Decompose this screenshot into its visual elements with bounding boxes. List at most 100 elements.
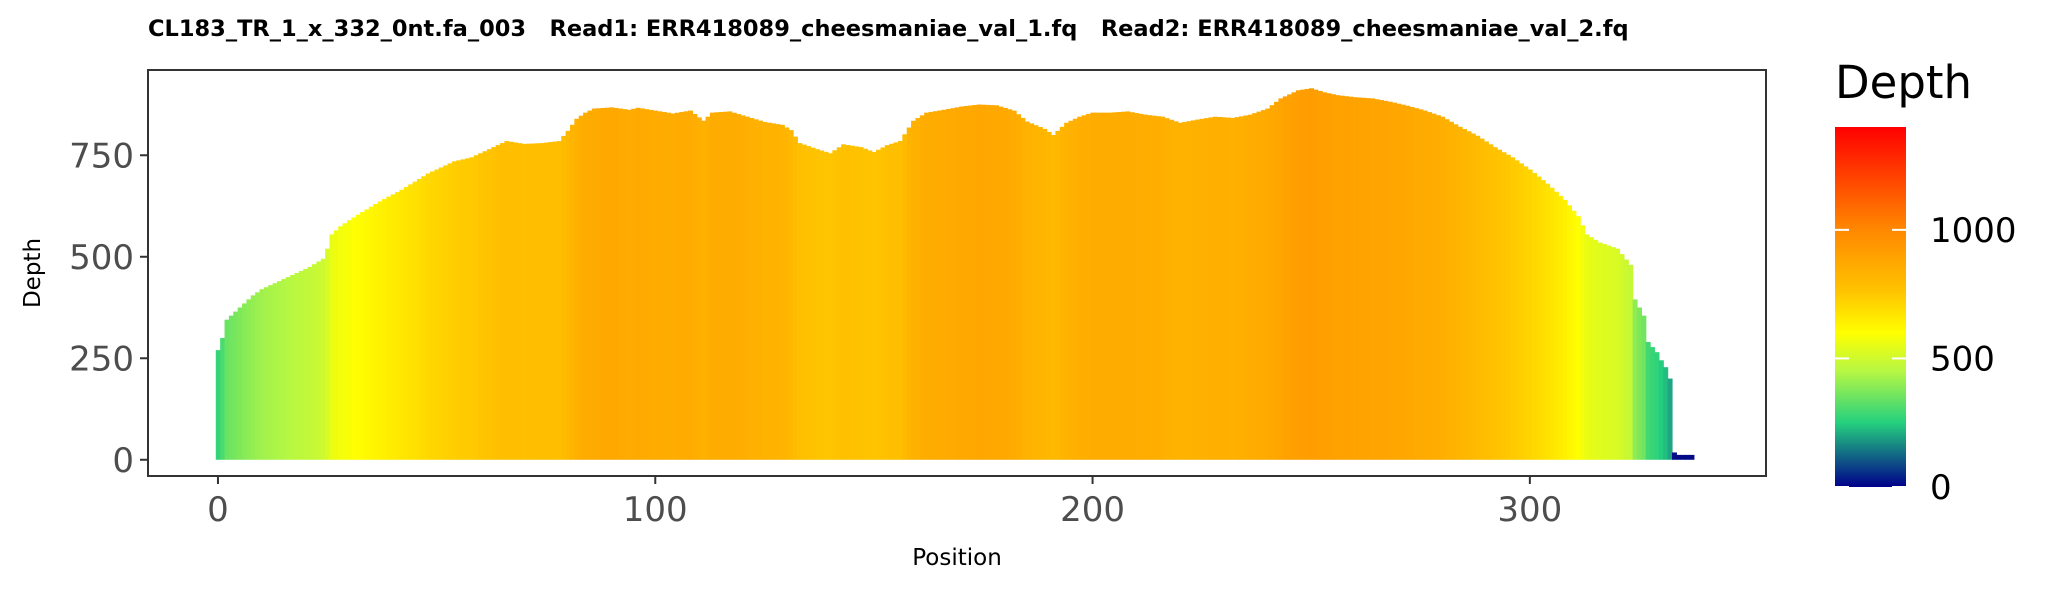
coverage-bar <box>1387 101 1393 460</box>
coverage-bar <box>1007 109 1013 460</box>
coverage-bar <box>596 108 602 460</box>
coverage-bar <box>338 226 344 460</box>
coverage-bar <box>1125 111 1131 460</box>
coverage-bar <box>819 150 825 460</box>
coverage-bar <box>876 149 882 460</box>
coverage-bar <box>1287 94 1293 460</box>
coverage-bar <box>753 119 759 460</box>
coverage-bar <box>1448 121 1454 460</box>
coverage-bar <box>1239 116 1245 460</box>
coverage-bar <box>1365 98 1371 460</box>
coverage-bar <box>1632 299 1638 460</box>
coverage-bar <box>1129 112 1135 460</box>
coverage-bar <box>1155 116 1161 460</box>
coverage-bar <box>985 104 991 460</box>
coverage-bar <box>937 110 943 460</box>
coverage-bar <box>1501 152 1507 460</box>
coverage-bar <box>1505 154 1511 460</box>
coverage-bar <box>731 112 737 460</box>
coverage-bar <box>1173 121 1179 460</box>
coverage-bar <box>530 143 536 460</box>
coverage-bar <box>871 152 877 460</box>
coverage-bar <box>1641 315 1647 460</box>
coverage-bar <box>303 268 309 460</box>
coverage-bar <box>443 165 449 460</box>
coverage-bar <box>1335 95 1341 460</box>
coverage-bar <box>972 105 978 460</box>
coverage-bar <box>911 120 917 460</box>
coverage-bar <box>981 104 987 460</box>
coverage-bar <box>290 275 296 460</box>
coverage-bar <box>1204 118 1210 460</box>
coverage-bar <box>1182 121 1188 460</box>
coverage-bar <box>543 142 549 460</box>
coverage-bar <box>1330 94 1336 460</box>
coverage-bar <box>421 176 427 460</box>
coverage-bar <box>482 151 488 460</box>
coverage-bar <box>749 118 755 460</box>
coverage-bar <box>692 113 698 460</box>
coverage-bar <box>1269 105 1275 460</box>
y-tick-label: 750 <box>69 136 134 176</box>
coverage-bar <box>1051 134 1056 460</box>
coverage-bar <box>1370 98 1376 460</box>
coverage-bar <box>727 111 733 460</box>
coverage-bar <box>469 157 475 460</box>
coverage-bar <box>1195 119 1201 460</box>
coverage-bar <box>504 141 510 460</box>
coverage-bar <box>539 143 545 460</box>
coverage-bar <box>1479 138 1485 460</box>
coverage-bar <box>762 121 768 460</box>
coverage-bar <box>228 315 234 460</box>
coverage-bar <box>1024 121 1030 460</box>
coverage-bar <box>889 143 895 460</box>
coverage-bar <box>1453 124 1459 460</box>
coverage-bar <box>1064 122 1070 460</box>
coverage-bar <box>1086 113 1091 460</box>
coverage-bar <box>1361 97 1367 460</box>
coverage-bar <box>1177 122 1183 460</box>
coverage-bar <box>1212 116 1218 460</box>
coverage-bar <box>723 111 729 460</box>
x-axis-title: Position <box>912 545 1002 571</box>
coverage-bar <box>346 220 352 460</box>
coverage-bar <box>224 319 230 460</box>
coverage-bar <box>1042 128 1048 460</box>
y-tick-label: 250 <box>69 339 134 379</box>
coverage-bar <box>1532 173 1538 460</box>
coverage-bar <box>639 108 645 460</box>
coverage-bar <box>1029 123 1035 460</box>
coverage-bar <box>342 223 348 460</box>
coverage-bar <box>1475 135 1481 460</box>
coverage-bar <box>1230 117 1236 460</box>
coverage-bar <box>806 146 812 460</box>
coverage-bar <box>373 203 379 460</box>
coverage-bar <box>701 120 707 460</box>
coverage-bar <box>1103 112 1109 460</box>
coverage-bar <box>967 105 973 460</box>
coverage-bar <box>1186 121 1192 460</box>
coverage-bar <box>1606 245 1612 460</box>
coverage-bar <box>237 307 243 460</box>
coverage-bar <box>1190 120 1196 460</box>
coverage-bars <box>215 88 1695 460</box>
legend-ticks: 0 500 1000 <box>1835 211 2017 508</box>
coverage-bar <box>862 148 868 460</box>
coverage-bar <box>714 112 720 460</box>
coverage-bar <box>272 283 278 460</box>
coverage-bar <box>1514 160 1520 460</box>
coverage-bar <box>1313 89 1319 460</box>
coverage-bar <box>465 158 471 460</box>
coverage-bar <box>500 143 505 460</box>
coverage-bar <box>679 112 685 460</box>
coverage-bar <box>1602 244 1607 460</box>
coverage-bar <box>526 143 532 460</box>
legend-tick-label: 1000 <box>1930 211 2017 251</box>
coverage-bar <box>1545 183 1551 460</box>
coverage-bar <box>801 144 807 460</box>
x-tick-label: 100 <box>623 490 688 530</box>
coverage-bar <box>583 112 589 460</box>
coverage-bar <box>1309 88 1314 460</box>
coverage-bar <box>1016 114 1022 460</box>
